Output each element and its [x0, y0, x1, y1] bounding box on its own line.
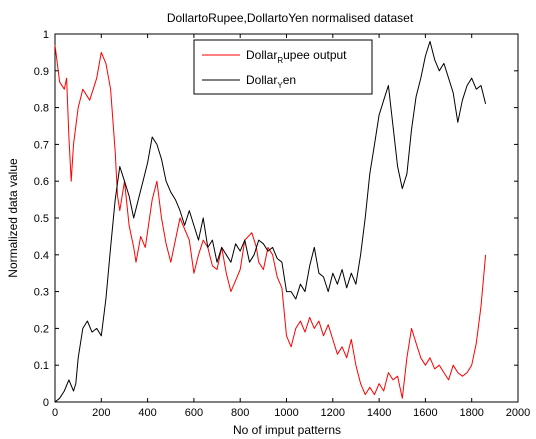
- legend-label-rupee-main: Dollar: [246, 48, 277, 62]
- legend: DollarRupee output DollarYen: [193, 39, 373, 95]
- y-tick-label: 0.9: [34, 66, 49, 78]
- x-tick-label: 1400: [367, 407, 391, 419]
- y-tick-label: 0.4: [34, 250, 49, 262]
- y-tick-label: 0.1: [34, 360, 49, 372]
- x-tick-label: 1800: [459, 407, 483, 419]
- chart-title: DollartoRupee,DollartoYen normalised dat…: [167, 11, 414, 25]
- legend-box: [193, 39, 373, 95]
- legend-label-yen-rest: en: [283, 73, 296, 87]
- x-tick-label: 800: [231, 407, 249, 419]
- y-tick-label: 0.2: [34, 323, 49, 335]
- y-tick-label: 0.5: [34, 213, 49, 225]
- y-tick-label: 0.7: [34, 139, 49, 151]
- series-line-rupee: [54, 44, 487, 399]
- legend-label-yen: DollarYen: [246, 73, 296, 90]
- x-axis-label: No of imput patterns: [233, 423, 341, 437]
- x-axis: 0 200 400 600 800 1000 1200 1400 1600 1800 2000: [52, 34, 530, 419]
- series-line-yen: [54, 40, 487, 403]
- x-tick-label: 0: [52, 407, 58, 419]
- x-tick-label: 2000: [506, 407, 530, 419]
- x-tick-label: 600: [185, 407, 203, 419]
- x-tick-label: 1200: [321, 407, 345, 419]
- y-tick-label: 0.6: [34, 176, 49, 188]
- series-layer: [54, 40, 487, 403]
- x-tick-label: 1000: [274, 407, 298, 419]
- x-tick-label: 400: [138, 407, 156, 419]
- y-tick-label: 0.8: [34, 103, 49, 115]
- legend-label-rupee: DollarRupee output: [246, 48, 347, 65]
- y-tick-label: 0: [43, 397, 49, 409]
- y-tick-label: 0.3: [34, 287, 49, 299]
- x-tick-label: 200: [92, 407, 110, 419]
- y-tick-label: 1: [43, 29, 49, 41]
- x-tick-label: 1600: [413, 407, 437, 419]
- legend-label-rupee-rest: upee output: [283, 48, 347, 62]
- legend-label-rupee-sub: R: [277, 56, 283, 65]
- y-axis-label: Normalized data value: [6, 158, 20, 278]
- y-axis: 0 0.1 0.2 0.3 0.4 0.5 0.6 0.7 0.8 0.9 1: [34, 29, 518, 409]
- legend-label-yen-sub: Y: [277, 81, 283, 90]
- legend-label-yen-main: Dollar: [246, 73, 277, 87]
